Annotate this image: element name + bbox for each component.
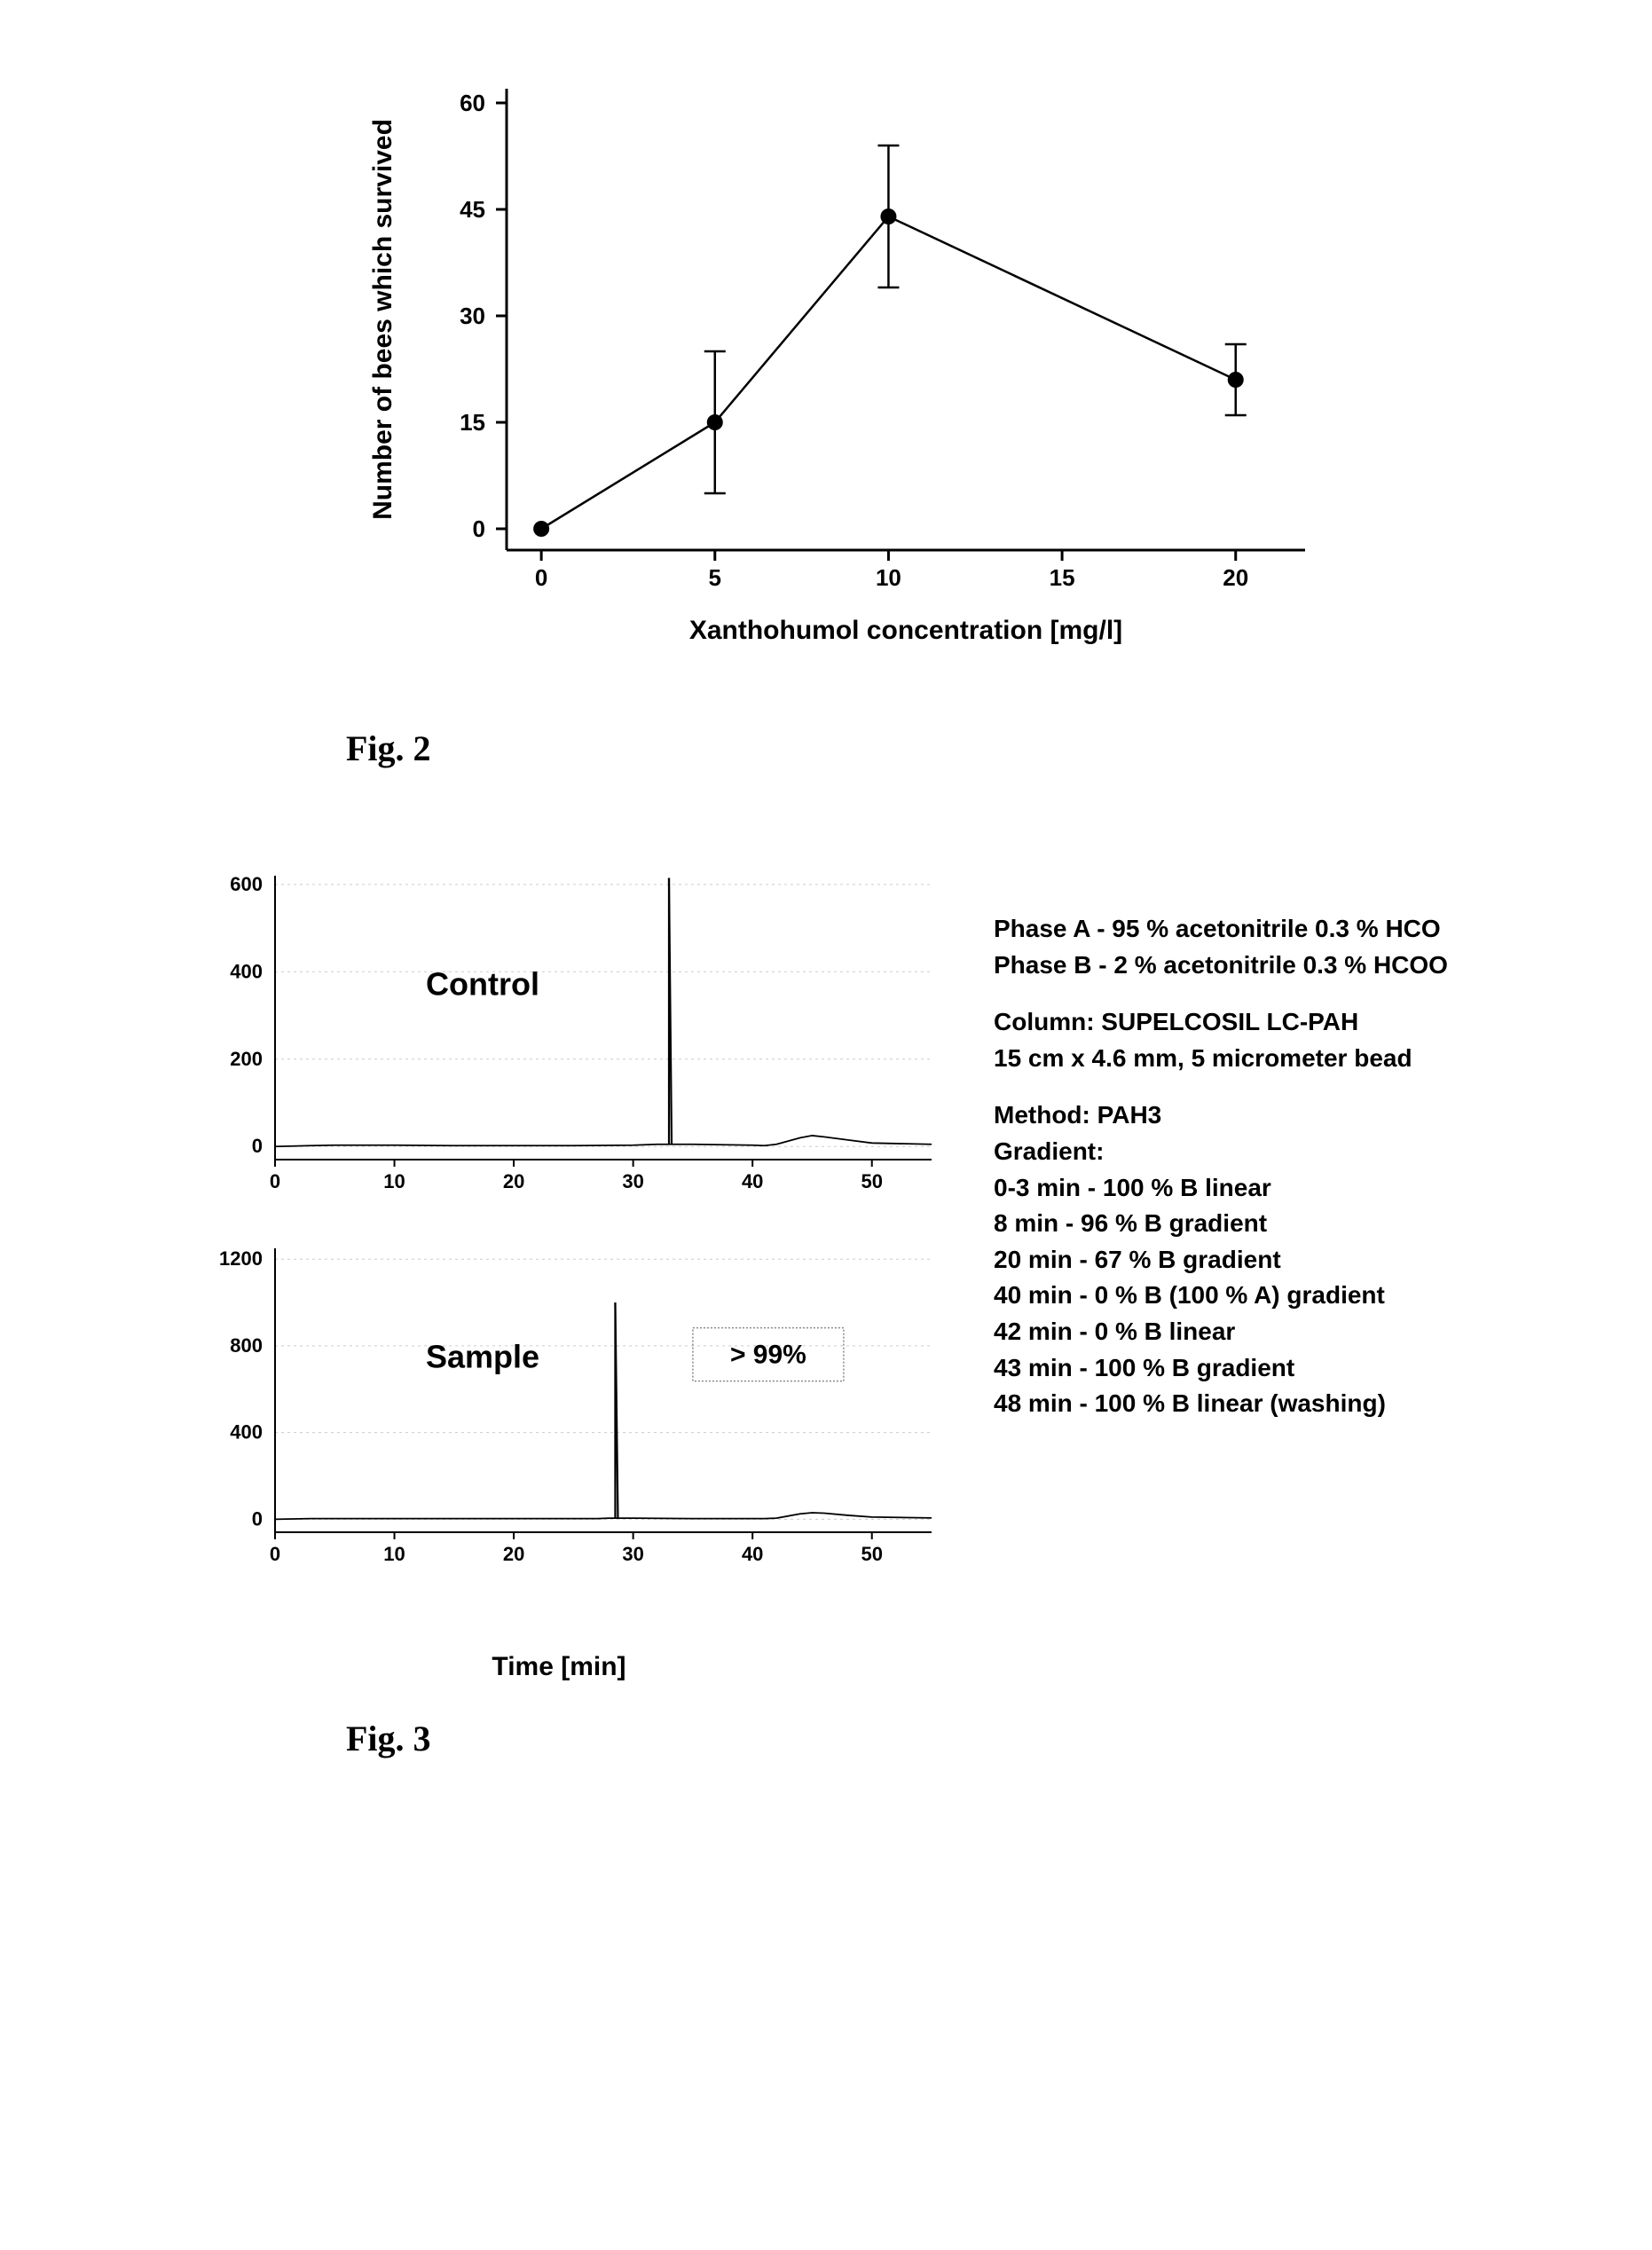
figure-2-block: 0 15 30 45 60 0 5 10 15 20 Number of bees which su…: [35, 53, 1617, 769]
fig3-chart: 0 200 400 600 0 10 20 30 40 50 Control 0 400 800 1200 0…: [160, 858, 958, 1639]
fig3-caption: Fig. 3: [346, 1718, 1617, 1759]
phase-b-text: Phase B - 2 % acetonitrile 0.3 % HCOO: [994, 948, 1615, 984]
svg-text:600: 600: [230, 873, 263, 895]
fig3-charts-column: 0 200 400 600 0 10 20 30 40 50 Control 0 400 800 1200 0…: [160, 858, 958, 1682]
gradient-step-2: 8 min - 96 % B gradient: [994, 1206, 1615, 1242]
gradient-step-3: 20 min - 67 % B gradient: [994, 1242, 1615, 1278]
svg-text:10: 10: [383, 1170, 405, 1192]
svg-text:50: 50: [861, 1543, 882, 1565]
svg-text:400: 400: [230, 960, 263, 982]
column-text-1: Column: SUPELCOSIL LC-PAH: [994, 1004, 1615, 1041]
fig2-chart-container: 0 15 30 45 60 0 5 10 15 20 Number of bees which su…: [294, 53, 1358, 674]
svg-text:Control: Control: [426, 965, 539, 1002]
svg-text:0: 0: [252, 1507, 263, 1530]
svg-text:Xanthohumol concentration [mg/: Xanthohumol concentration [mg/l]: [689, 616, 1122, 645]
svg-text:45: 45: [460, 196, 485, 223]
svg-text:30: 30: [622, 1170, 643, 1192]
svg-text:Sample: Sample: [426, 1338, 539, 1374]
phase-a-text: Phase A - 95 % acetonitrile 0.3 % HCO: [994, 911, 1615, 948]
svg-text:1200: 1200: [219, 1247, 263, 1270]
svg-text:60: 60: [460, 90, 485, 116]
svg-text:0: 0: [270, 1543, 280, 1565]
svg-text:20: 20: [503, 1543, 524, 1565]
svg-text:15: 15: [460, 409, 485, 436]
svg-text:50: 50: [861, 1170, 882, 1192]
column-text-2: 15 cm x 4.6 mm, 5 micrometer bead: [994, 1041, 1615, 1077]
svg-text:400: 400: [230, 1421, 263, 1444]
svg-text:Number of bees which survived: Number of bees which survived: [368, 119, 397, 520]
svg-text:40: 40: [742, 1543, 763, 1565]
svg-text:15: 15: [1050, 564, 1075, 591]
svg-text:0: 0: [270, 1170, 280, 1192]
svg-text:40: 40: [742, 1170, 763, 1192]
svg-text:0: 0: [535, 564, 547, 591]
gradient-step-4: 40 min - 0 % B (100 % A) gradient: [994, 1278, 1615, 1314]
svg-text:10: 10: [383, 1543, 405, 1565]
svg-text:30: 30: [622, 1543, 643, 1565]
fig2-chart: 0 15 30 45 60 0 5 10 15 20 Number of bees which su…: [294, 53, 1358, 674]
figure-3-block: 020040060001020304050Control040080012000…: [35, 858, 1617, 1759]
gradient-step-6: 43 min - 100 % B gradient: [994, 1350, 1615, 1387]
svg-text:20: 20: [1223, 564, 1248, 591]
svg-text:0: 0: [252, 1135, 263, 1157]
method-name: Method: PAH3: [994, 1097, 1615, 1134]
gradient-step-1: 0-3 min - 100 % B linear: [994, 1170, 1615, 1207]
svg-text:800: 800: [230, 1334, 263, 1357]
svg-text:10: 10: [876, 564, 901, 591]
svg-text:5: 5: [709, 564, 721, 591]
gradient-title: Gradient:: [994, 1134, 1615, 1170]
svg-text:20: 20: [503, 1170, 524, 1192]
svg-text:30: 30: [460, 303, 485, 329]
svg-text:> 99%: > 99%: [730, 1341, 806, 1370]
fig3-wrapper: 020040060001020304050Control040080012000…: [160, 858, 1617, 1682]
svg-text:200: 200: [230, 1048, 263, 1070]
fig3-xlabel: Time [min]: [160, 1652, 958, 1682]
fig3-method-text: Phase A - 95 % acetonitrile 0.3 % HCO Ph…: [994, 858, 1615, 1422]
gradient-step-5: 42 min - 0 % B linear: [994, 1314, 1615, 1350]
fig2-caption: Fig. 2: [346, 728, 1617, 769]
svg-text:0: 0: [473, 515, 485, 542]
gradient-step-7: 48 min - 100 % B linear (washing): [994, 1386, 1615, 1422]
